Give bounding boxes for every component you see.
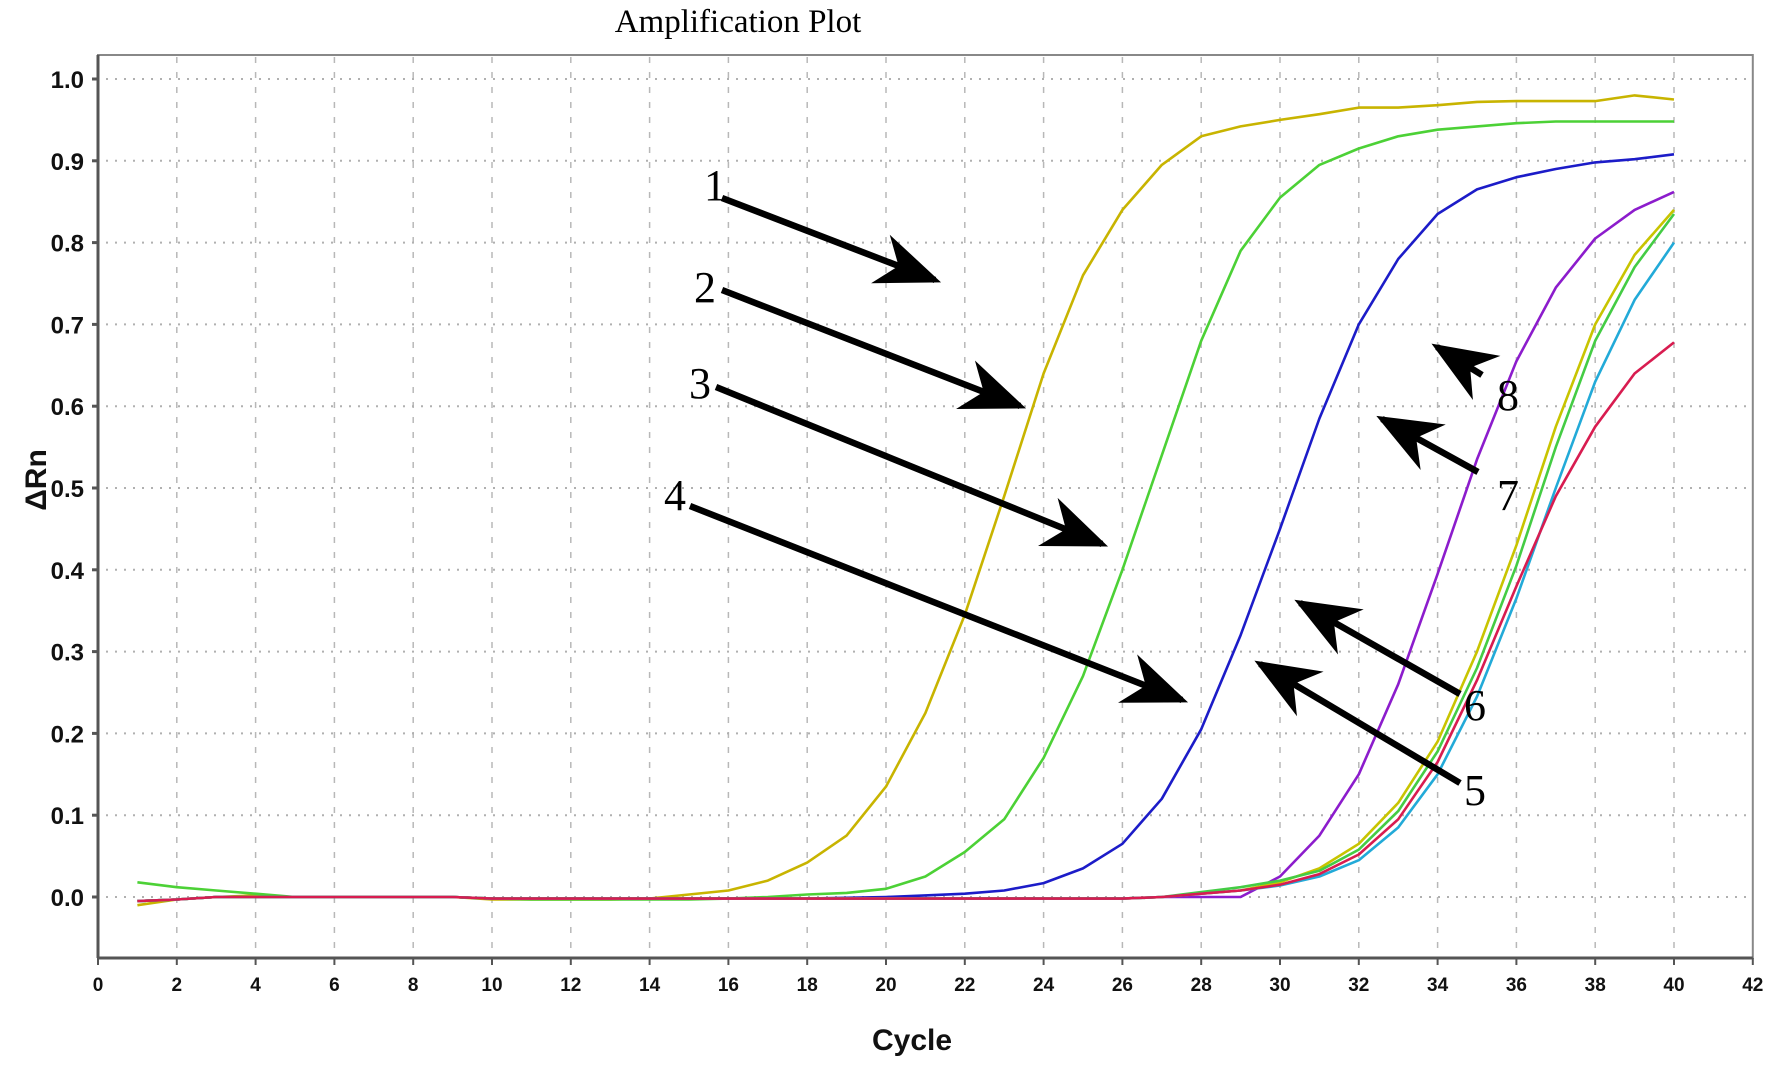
x-tick-label: 32 xyxy=(1348,975,1369,996)
x-tick-label: 38 xyxy=(1585,975,1606,996)
annotation-arrow-1 xyxy=(720,194,942,284)
annotation-arrow-2 xyxy=(720,286,1027,410)
annotation-label-5: 5 xyxy=(1464,766,1486,815)
annotation-label-1: 1 xyxy=(704,161,726,210)
x-axis-label: Cycle xyxy=(872,1024,952,1057)
x-tick-label: 8 xyxy=(408,975,419,996)
x-tick-label: 40 xyxy=(1663,975,1684,996)
curve-annotations: 1 2 3 4 5 6 7 8 xyxy=(664,161,1519,815)
grid-lines xyxy=(97,54,1754,959)
y-tick-label: 0.2 xyxy=(51,721,84,748)
y-tick-label: 0.4 xyxy=(51,558,85,585)
x-tick-label: 26 xyxy=(1112,975,1133,996)
annotation-arrow-5 xyxy=(1254,660,1462,786)
data-series xyxy=(137,94,1676,907)
x-tick-label: 0 xyxy=(93,975,104,996)
annotation-arrow-6 xyxy=(1294,599,1462,697)
x-tick-label: 24 xyxy=(1033,975,1055,996)
x-tick-label: 2 xyxy=(172,975,183,996)
y-tick-label: 0.8 xyxy=(51,231,84,258)
annotation-arrow-3 xyxy=(714,383,1109,548)
x-tick-label: 4 xyxy=(250,975,261,996)
x-tick-label: 36 xyxy=(1506,975,1527,996)
x-tick-label: 10 xyxy=(481,975,502,996)
x-tick-label: 12 xyxy=(560,975,581,996)
y-tick-label: 0.6 xyxy=(51,394,84,421)
y-axis-label: ΔRn xyxy=(20,449,53,511)
x-tick-label: 16 xyxy=(718,975,739,996)
y-tick-label: 0.9 xyxy=(51,149,84,176)
y-tick-label: 0.0 xyxy=(51,885,84,912)
y-tick-label: 0.1 xyxy=(51,803,84,830)
x-tick-label: 30 xyxy=(1269,975,1290,996)
annotation-arrow-8 xyxy=(1431,343,1501,400)
annotation-arrow-4 xyxy=(688,502,1189,704)
series-line-8 xyxy=(137,341,1675,903)
x-tick-label: 20 xyxy=(875,975,896,996)
annotation-arrow-7 xyxy=(1376,415,1480,475)
x-tick-label: 28 xyxy=(1191,975,1212,996)
y-tick-label: 0.5 xyxy=(51,476,84,503)
plot-frame xyxy=(97,54,1754,959)
x-tick-label: 34 xyxy=(1427,975,1449,996)
annotation-label-8: 8 xyxy=(1497,371,1519,420)
chart-title: Amplification Plot xyxy=(615,4,862,40)
x-tick-label: 42 xyxy=(1742,975,1763,996)
x-tick-label: 18 xyxy=(797,975,818,996)
x-tick-label: 22 xyxy=(954,975,975,996)
annotation-label-6: 6 xyxy=(1464,681,1486,730)
y-tick-label: 0.7 xyxy=(51,312,84,339)
y-tick-label: 0.3 xyxy=(51,640,84,667)
x-tick-label: 6 xyxy=(329,975,340,996)
annotation-label-7: 7 xyxy=(1497,471,1519,520)
y-tick-label: 1.0 xyxy=(51,67,84,94)
annotation-label-4: 4 xyxy=(664,471,686,520)
annotation-label-3: 3 xyxy=(689,359,711,408)
x-tick-label: 14 xyxy=(639,975,661,996)
axes: 0 2 4 6 8 10 12 14 16 18 20 22 24 26 28 30 32 34 36 38 40 420… xyxy=(51,55,1763,996)
annotation-label-2: 2 xyxy=(694,263,716,312)
